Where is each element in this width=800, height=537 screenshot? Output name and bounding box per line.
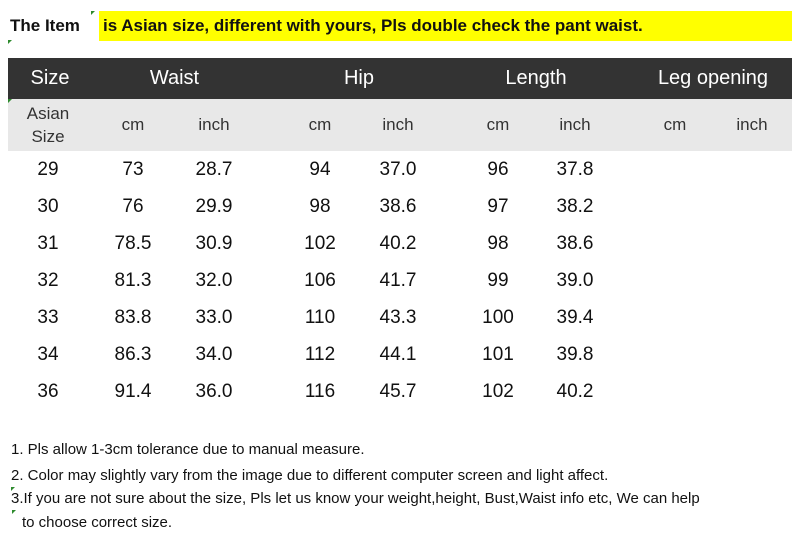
asian-size-label: Asian Size bbox=[26, 104, 70, 146]
cell-length-cm: 101 bbox=[482, 343, 514, 365]
cell-hip-cm: 94 bbox=[309, 158, 331, 180]
table-row: 30 76 29.9 98 38.6 97 38.2 bbox=[8, 188, 792, 225]
header-hip: Hip bbox=[343, 67, 374, 89]
cell-length-inch: 39.0 bbox=[556, 269, 594, 291]
table-row: 33 83.8 33.0 110 43.3 100 39.4 bbox=[8, 299, 792, 336]
table-units-row: Asian Size cm inch cm inch cm inch cm in… bbox=[8, 99, 792, 151]
note-4: to choose correct size. bbox=[22, 514, 173, 531]
cell-hip-inch: 40.2 bbox=[379, 232, 417, 254]
note-2: 2. Color may slightly vary from the imag… bbox=[11, 467, 609, 484]
cell-waist-inch: 36.0 bbox=[195, 380, 233, 402]
cell-length-inch: 38.2 bbox=[556, 195, 594, 217]
corner-mark-icon bbox=[8, 40, 12, 44]
size-chart-table: Size Waist Hip Length Leg opening Asian … bbox=[8, 58, 792, 410]
unit-waist-cm: cm bbox=[121, 115, 145, 134]
cell-length-cm: 98 bbox=[487, 232, 509, 254]
corner-mark-icon bbox=[12, 510, 16, 514]
cell-hip-inch: 37.0 bbox=[379, 158, 417, 180]
cell-size: 33 bbox=[37, 306, 59, 328]
cell-size: 32 bbox=[37, 269, 59, 291]
cell-size: 29 bbox=[37, 158, 59, 180]
cell-hip-cm: 116 bbox=[304, 380, 336, 402]
unit-hip-cm: cm bbox=[308, 115, 332, 134]
cell-size: 36 bbox=[37, 380, 59, 402]
cell-hip-cm: 102 bbox=[304, 232, 336, 254]
cell-length-cm: 97 bbox=[487, 195, 509, 217]
unit-waist-inch: inch bbox=[198, 115, 230, 134]
cell-waist-cm: 83.8 bbox=[114, 306, 152, 328]
cell-waist-inch: 30.9 bbox=[195, 232, 233, 254]
title-banner: The Item is Asian size, different with y… bbox=[8, 11, 792, 41]
cell-size: 34 bbox=[37, 343, 59, 365]
title-lead: The Item bbox=[10, 16, 80, 35]
table-row: 31 78.5 30.9 102 40.2 98 38.6 bbox=[8, 225, 792, 262]
table-row: 29 73 28.7 94 37.0 96 37.8 bbox=[8, 151, 792, 188]
cell-length-cm: 99 bbox=[487, 269, 509, 291]
cell-waist-cm: 86.3 bbox=[114, 343, 152, 365]
cell-waist-cm: 73 bbox=[122, 158, 144, 180]
cell-size: 31 bbox=[37, 232, 59, 254]
cell-length-inch: 39.8 bbox=[556, 343, 594, 365]
header-length: Length bbox=[505, 67, 567, 89]
table-header-row: Size Waist Hip Length Leg opening bbox=[8, 58, 792, 99]
cell-length-inch: 37.8 bbox=[556, 158, 594, 180]
cell-waist-cm: 91.4 bbox=[114, 380, 152, 402]
unit-length-cm: cm bbox=[486, 115, 510, 134]
cell-hip-inch: 45.7 bbox=[379, 380, 417, 402]
cell-length-cm: 102 bbox=[482, 380, 514, 402]
cell-waist-inch: 34.0 bbox=[195, 343, 233, 365]
cell-size: 30 bbox=[37, 195, 59, 217]
header-size: Size bbox=[30, 67, 70, 89]
cell-length-inch: 38.6 bbox=[556, 232, 594, 254]
table-row: 34 86.3 34.0 112 44.1 101 39.8 bbox=[8, 336, 792, 373]
cell-hip-inch: 41.7 bbox=[379, 269, 417, 291]
note-1: 1. Pls allow 1-3cm tolerance due to manu… bbox=[11, 441, 365, 458]
unit-leg-inch: inch bbox=[736, 115, 768, 134]
cell-waist-cm: 81.3 bbox=[114, 269, 152, 291]
title-highlight: is Asian size, different with yours, Pls… bbox=[99, 11, 792, 41]
note-3: 3.If you are not sure about the size, Pl… bbox=[11, 490, 700, 507]
cell-hip-inch: 38.6 bbox=[379, 195, 417, 217]
cell-waist-inch: 28.7 bbox=[195, 158, 233, 180]
cell-length-cm: 96 bbox=[487, 158, 509, 180]
corner-mark-icon bbox=[91, 11, 95, 15]
cell-hip-cm: 98 bbox=[309, 195, 331, 217]
cell-hip-inch: 43.3 bbox=[379, 306, 417, 328]
cell-waist-cm: 78.5 bbox=[114, 232, 152, 254]
cell-waist-cm: 76 bbox=[122, 195, 144, 217]
cell-waist-inch: 29.9 bbox=[195, 195, 233, 217]
unit-hip-inch: inch bbox=[382, 115, 414, 134]
cell-waist-inch: 32.0 bbox=[195, 269, 233, 291]
header-leg-opening: Leg opening bbox=[657, 67, 769, 89]
cell-hip-cm: 106 bbox=[304, 269, 336, 291]
unit-leg-cm: cm bbox=[663, 115, 687, 134]
cell-hip-cm: 110 bbox=[304, 306, 336, 328]
table-row: 36 91.4 36.0 116 45.7 102 40.2 bbox=[8, 373, 792, 410]
cell-length-cm: 100 bbox=[482, 306, 514, 328]
cell-waist-inch: 33.0 bbox=[195, 306, 233, 328]
cell-hip-inch: 44.1 bbox=[379, 343, 417, 365]
corner-mark-icon bbox=[8, 99, 12, 103]
cell-hip-cm: 112 bbox=[304, 343, 336, 365]
table-row: 32 81.3 32.0 106 41.7 99 39.0 bbox=[8, 262, 792, 299]
unit-length-inch: inch bbox=[559, 115, 591, 134]
corner-mark-icon bbox=[11, 487, 15, 491]
header-waist: Waist bbox=[149, 67, 200, 89]
cell-length-inch: 39.4 bbox=[556, 306, 594, 328]
cell-length-inch: 40.2 bbox=[556, 380, 594, 402]
